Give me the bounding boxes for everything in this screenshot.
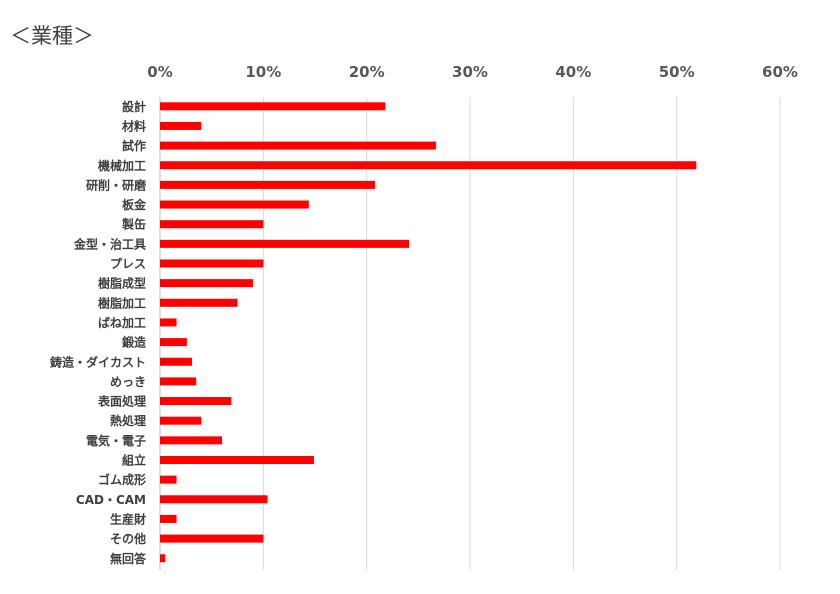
y-tick-label: 表面処理 — [97, 394, 146, 409]
bar — [160, 121, 202, 130]
bar — [160, 141, 436, 150]
y-tick-label: ばね加工 — [98, 315, 146, 330]
bar — [160, 298, 238, 307]
bar — [160, 259, 264, 268]
y-tick-label: 設計 — [122, 99, 146, 114]
bar — [160, 475, 177, 484]
bar — [160, 514, 177, 523]
y-tick-label: めっき — [110, 375, 146, 389]
x-tick-label: 50% — [659, 63, 695, 81]
bar — [160, 416, 202, 425]
y-tick-label: 板金 — [122, 197, 147, 212]
bar — [160, 318, 177, 327]
y-tick-label: 電気・電子 — [86, 433, 146, 448]
y-tick-label: 金型・治工具 — [73, 236, 146, 251]
bar — [160, 397, 232, 406]
x-tick-label: 0% — [147, 63, 172, 81]
bar — [160, 377, 197, 386]
x-tick-label: 40% — [555, 63, 591, 81]
bar — [160, 495, 268, 504]
y-tick-label: 樹脂成型 — [98, 276, 146, 291]
bar — [160, 220, 264, 229]
y-tick-label: CAD・CAM — [76, 493, 146, 507]
bar — [160, 102, 386, 111]
bar — [160, 239, 410, 248]
y-tick-label: 鋳造・ダイカスト — [50, 354, 146, 369]
x-tick-label: 30% — [452, 63, 488, 81]
x-tick-label: 20% — [349, 63, 385, 81]
bar — [160, 357, 193, 366]
bar — [160, 279, 253, 288]
x-tick-label: 10% — [245, 63, 281, 81]
bar — [160, 161, 697, 170]
y-tick-label: 無回答 — [110, 551, 147, 566]
y-tick-label: 材料 — [121, 118, 146, 133]
bar — [160, 180, 375, 189]
bar — [160, 436, 222, 445]
y-tick-label: 鍛造 — [121, 335, 147, 350]
y-tick-label: プレス — [110, 256, 146, 271]
y-tick-label: 試作 — [122, 138, 146, 153]
y-tick-label: 製缶 — [121, 217, 146, 232]
y-tick-label: 機械加工 — [98, 158, 146, 173]
bar — [160, 338, 187, 347]
bar — [160, 534, 264, 543]
y-tick-label: 生産財 — [110, 511, 146, 526]
y-tick-label: 組立 — [122, 453, 146, 468]
y-tick-label: 熱処理 — [110, 413, 146, 428]
y-tick-label: その他 — [110, 531, 146, 546]
bar — [160, 554, 166, 563]
y-tick-label: 研削・研磨 — [86, 177, 146, 192]
y-tick-label: ゴム成形 — [98, 472, 146, 487]
bar — [160, 456, 314, 464]
x-tick-label: 60% — [762, 63, 798, 81]
bar — [160, 200, 309, 209]
y-tick-label: 樹脂加工 — [98, 295, 146, 310]
chart-title: ＜業種＞ — [10, 24, 94, 48]
